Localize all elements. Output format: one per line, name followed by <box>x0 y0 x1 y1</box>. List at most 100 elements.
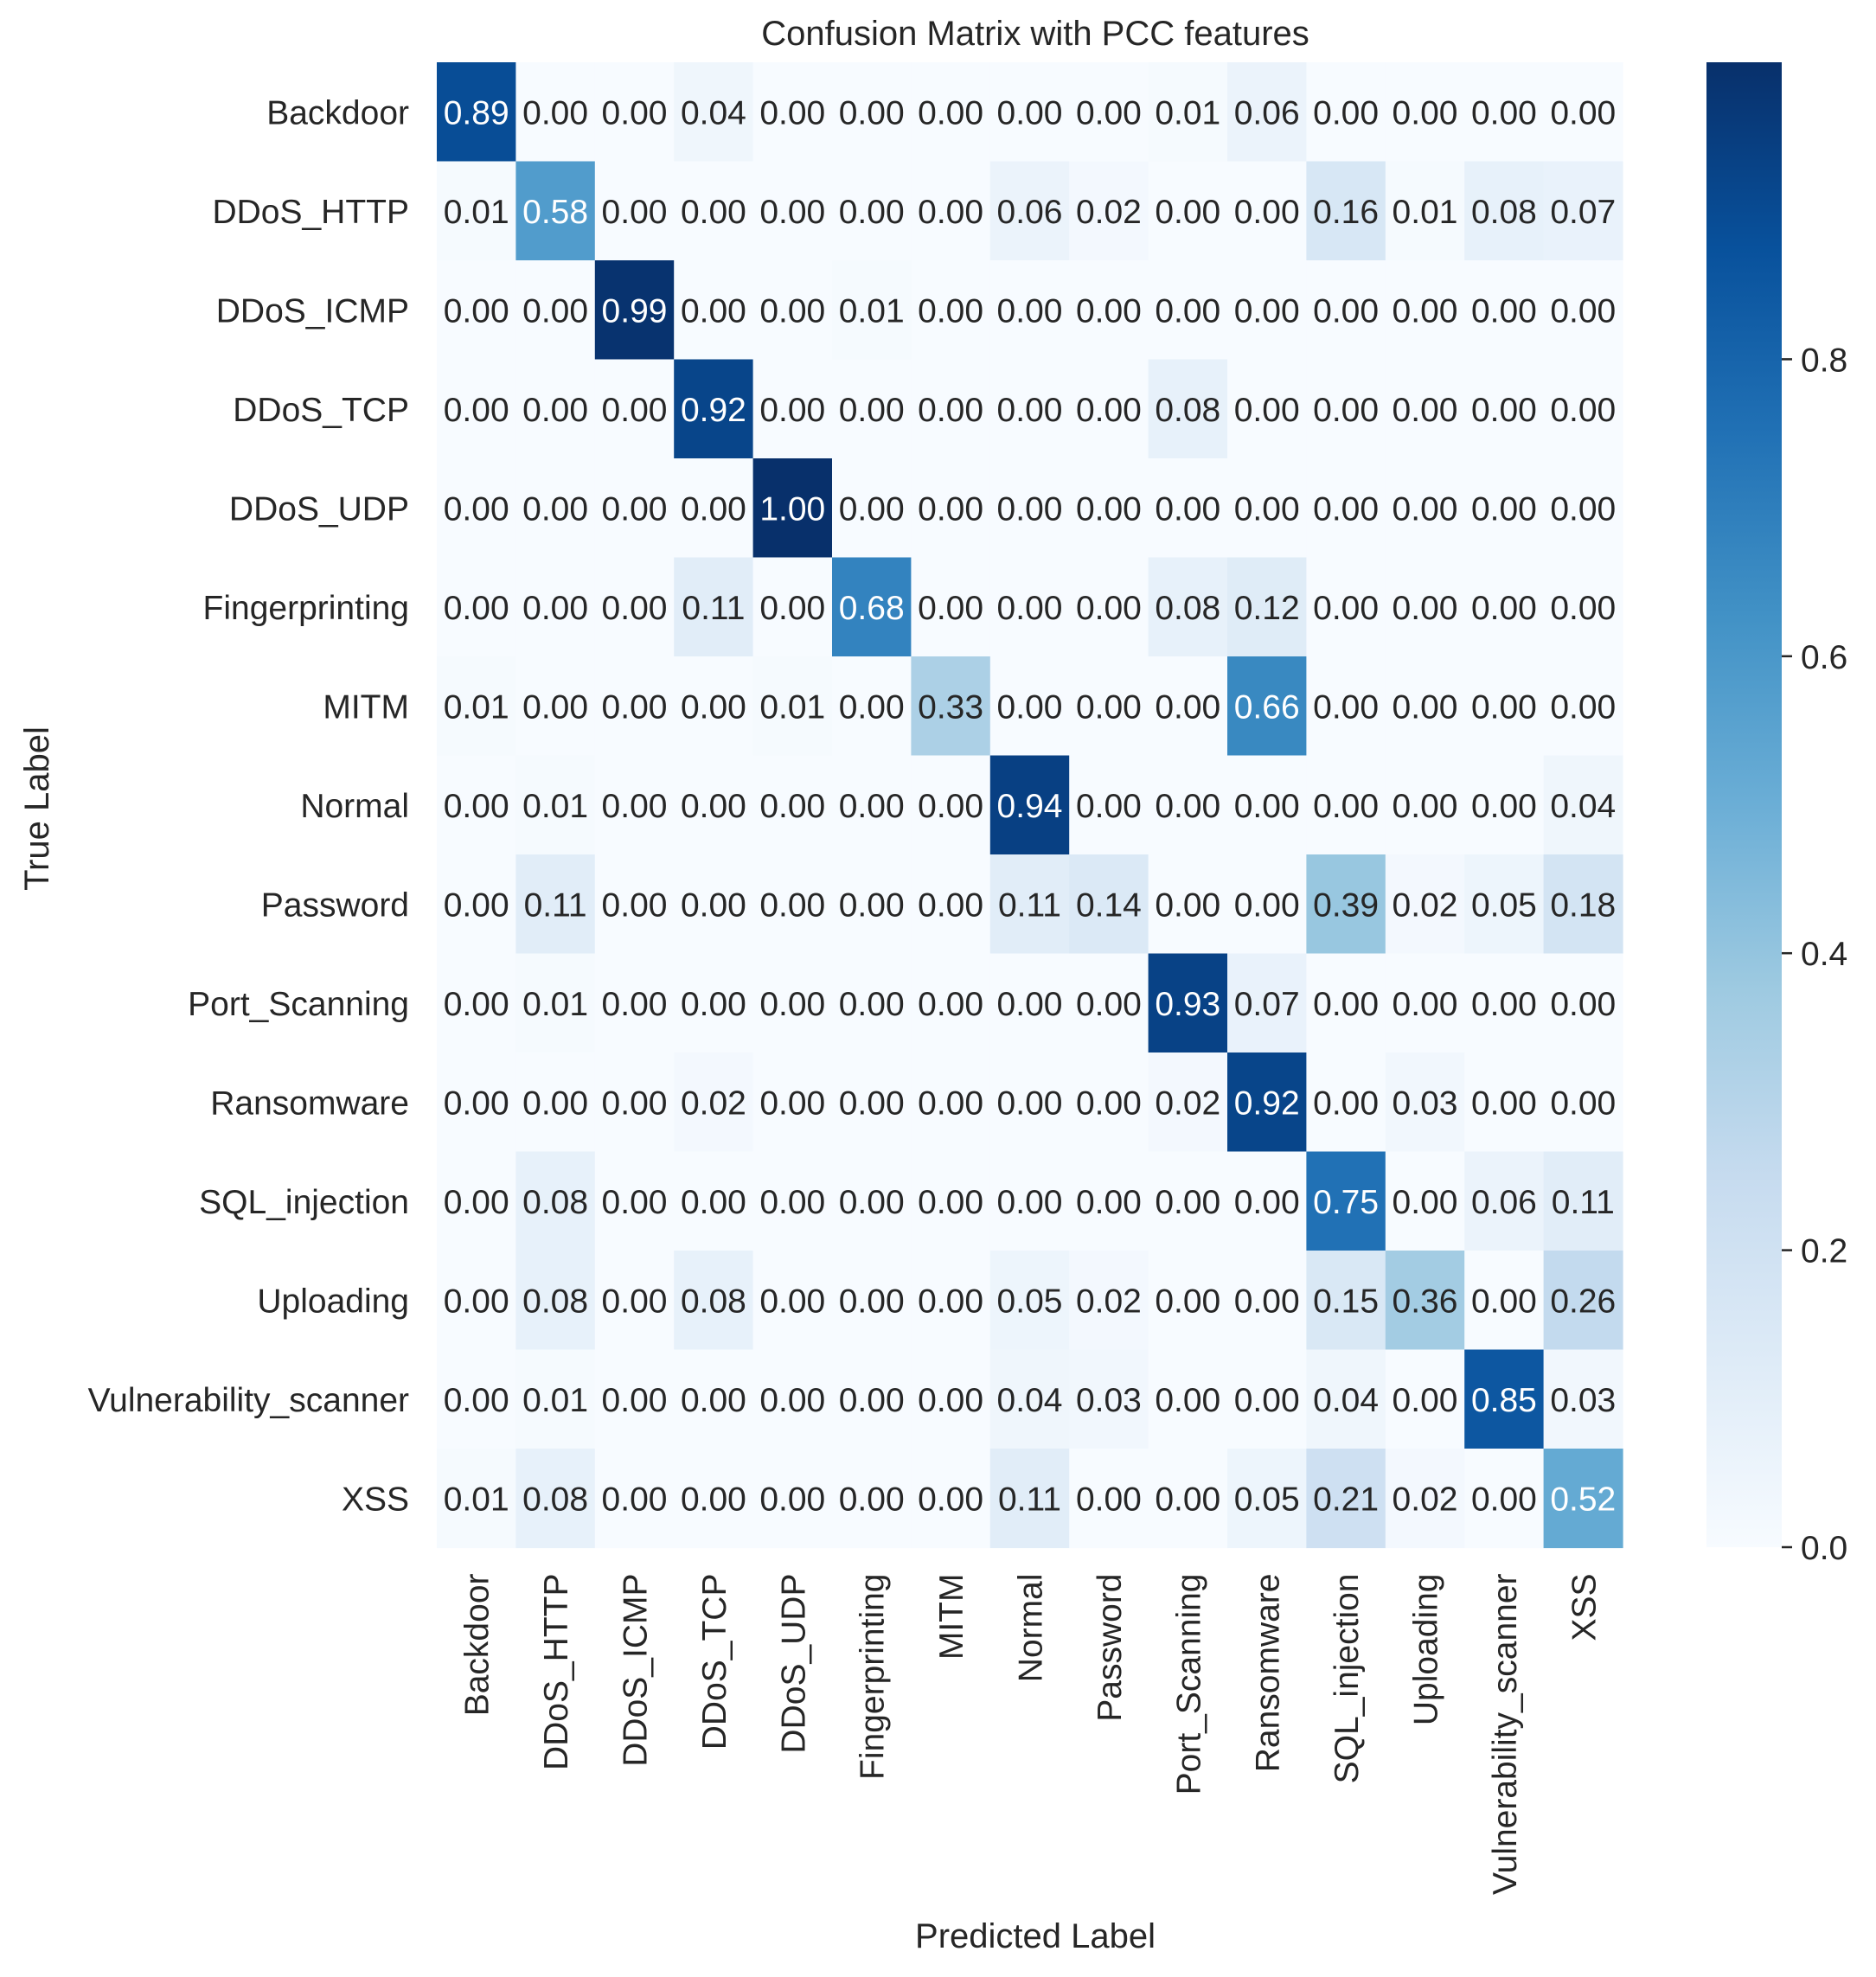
cell-value-label: 0.00 <box>759 788 825 825</box>
cell-value-label: 0.00 <box>759 292 825 330</box>
cell-value-label: 0.00 <box>1155 194 1220 231</box>
heatmap-cell <box>1069 458 1149 559</box>
cell-value-label: 0.00 <box>1313 788 1379 825</box>
cell-value-label: 0.00 <box>1471 1481 1537 1518</box>
heatmap-cell <box>1464 161 1545 261</box>
heatmap-cell <box>515 755 596 855</box>
cell-value-label: 0.00 <box>681 194 746 231</box>
cell-value-label: 0.00 <box>997 688 1063 726</box>
cell-value-label: 0.01 <box>759 688 825 726</box>
heatmap-cell <box>832 1151 912 1251</box>
cell-value-label: 0.03 <box>1076 1382 1142 1419</box>
heatmap-cell <box>911 755 991 855</box>
cell-value-label: 0.00 <box>1471 590 1537 627</box>
heatmap-cell <box>674 656 754 757</box>
heatmap-cell <box>1543 1349 1623 1449</box>
cell-value-label: 0.16 <box>1313 194 1379 231</box>
cell-value-label: 0.00 <box>997 94 1063 131</box>
cell-value-label: 0.00 <box>681 788 746 825</box>
cell-value-label: 0.00 <box>759 1283 825 1320</box>
cell-value-label: 0.00 <box>1076 292 1142 330</box>
heatmap-cell <box>594 1151 675 1251</box>
cell-value-label: 0.36 <box>1393 1283 1458 1320</box>
cell-value-label: 0.02 <box>1076 194 1142 231</box>
heatmap-cell <box>1543 656 1623 757</box>
heatmap-cell <box>752 755 833 855</box>
cell-value-label: 0.00 <box>602 886 668 924</box>
heatmap-cell <box>1385 1349 1465 1449</box>
cell-value-label: 0.08 <box>1155 392 1220 429</box>
colorbar <box>1706 62 1782 1547</box>
heatmap-cell <box>594 359 675 459</box>
cell-value-label: 0.00 <box>1155 1283 1220 1320</box>
cell-value-label: 0.00 <box>918 1481 983 1518</box>
heatmap-cell <box>989 62 1070 163</box>
heatmap-cell <box>1306 755 1386 855</box>
heatmap-cell <box>752 161 833 261</box>
cell-value-label: 0.00 <box>918 886 983 924</box>
heatmap-cell <box>1069 1052 1149 1153</box>
heatmap-cell <box>1148 1151 1228 1251</box>
colorbar-tick-label: 0.0 <box>1801 1530 1847 1567</box>
heatmap-cell <box>1148 557 1228 657</box>
cell-value-label: 0.00 <box>997 1084 1063 1122</box>
heatmap-cell <box>832 161 912 261</box>
cell-value-label: 0.00 <box>839 1283 905 1320</box>
heatmap-cell <box>1306 656 1386 757</box>
heatmap-cell <box>911 557 991 657</box>
cell-value-label: 0.06 <box>997 194 1063 231</box>
heatmap-cell <box>1227 161 1307 261</box>
cell-value-label: 0.00 <box>602 1283 668 1320</box>
heatmap-cell <box>1306 1052 1386 1153</box>
cell-value-label: 0.15 <box>1313 1283 1379 1320</box>
heatmap-cell <box>989 161 1070 261</box>
cell-value-label: 0.08 <box>522 1184 588 1221</box>
heatmap-cell <box>1069 953 1149 1053</box>
cell-value-label: 0.00 <box>1234 292 1300 330</box>
y-tick-label: Password <box>261 886 409 924</box>
cell-value-label: 0.00 <box>1550 1084 1616 1122</box>
heatmap-cell <box>515 1052 596 1153</box>
cell-value-label: 0.00 <box>1393 292 1458 330</box>
colorbar-tick-label: 0.4 <box>1801 936 1847 973</box>
heatmap-cell <box>1069 62 1149 163</box>
cell-value-label: 0.00 <box>839 1184 905 1221</box>
heatmap-cell <box>1227 458 1307 559</box>
cell-value-label: 0.00 <box>1550 986 1616 1023</box>
y-tick-label: DDoS_ICMP <box>216 292 409 330</box>
cell-value-label: 0.00 <box>602 94 668 131</box>
cell-value-label: 0.00 <box>1471 1283 1537 1320</box>
cell-value-label: 0.11 <box>1552 1184 1615 1221</box>
x-tick-label: Ransomware <box>1250 1574 1287 1773</box>
cell-value-label: 0.00 <box>1393 490 1458 528</box>
cell-value-label: 0.26 <box>1550 1283 1616 1320</box>
heatmap-cell <box>674 62 754 163</box>
heatmap-cell <box>674 953 754 1053</box>
cell-value-label: 0.00 <box>602 194 668 231</box>
heatmap-cell <box>674 1151 754 1251</box>
cell-value-label: 0.00 <box>444 986 509 1023</box>
heatmap-cell <box>437 161 516 261</box>
cell-value-label: 0.06 <box>1471 1184 1537 1221</box>
cell-value-label: 0.00 <box>1471 292 1537 330</box>
heatmap-cell <box>1227 1151 1307 1251</box>
cell-value-label: 0.05 <box>1234 1481 1300 1518</box>
cell-value-label: 0.00 <box>759 392 825 429</box>
heatmap-cell <box>832 854 912 955</box>
cell-value-label: 0.00 <box>918 292 983 330</box>
heatmap-cell <box>437 1349 516 1449</box>
cell-value-label: 0.00 <box>1550 490 1616 528</box>
cell-value-label: 0.03 <box>1550 1382 1616 1419</box>
x-tick-label: DDoS_UDP <box>775 1574 812 1754</box>
heatmap-cell <box>832 260 912 361</box>
heatmap-cells <box>437 62 1623 1549</box>
cell-value-label: 0.00 <box>602 590 668 627</box>
cell-value-label: 0.00 <box>444 490 509 528</box>
heatmap-cell <box>1069 1449 1149 1549</box>
heatmap-cell <box>1543 260 1623 361</box>
heatmap-cell <box>1543 557 1623 657</box>
heatmap-cell <box>1385 1052 1465 1153</box>
cell-value-label: 0.00 <box>839 1084 905 1122</box>
heatmap-cell <box>1385 1251 1465 1351</box>
heatmap-cell <box>1385 557 1465 657</box>
